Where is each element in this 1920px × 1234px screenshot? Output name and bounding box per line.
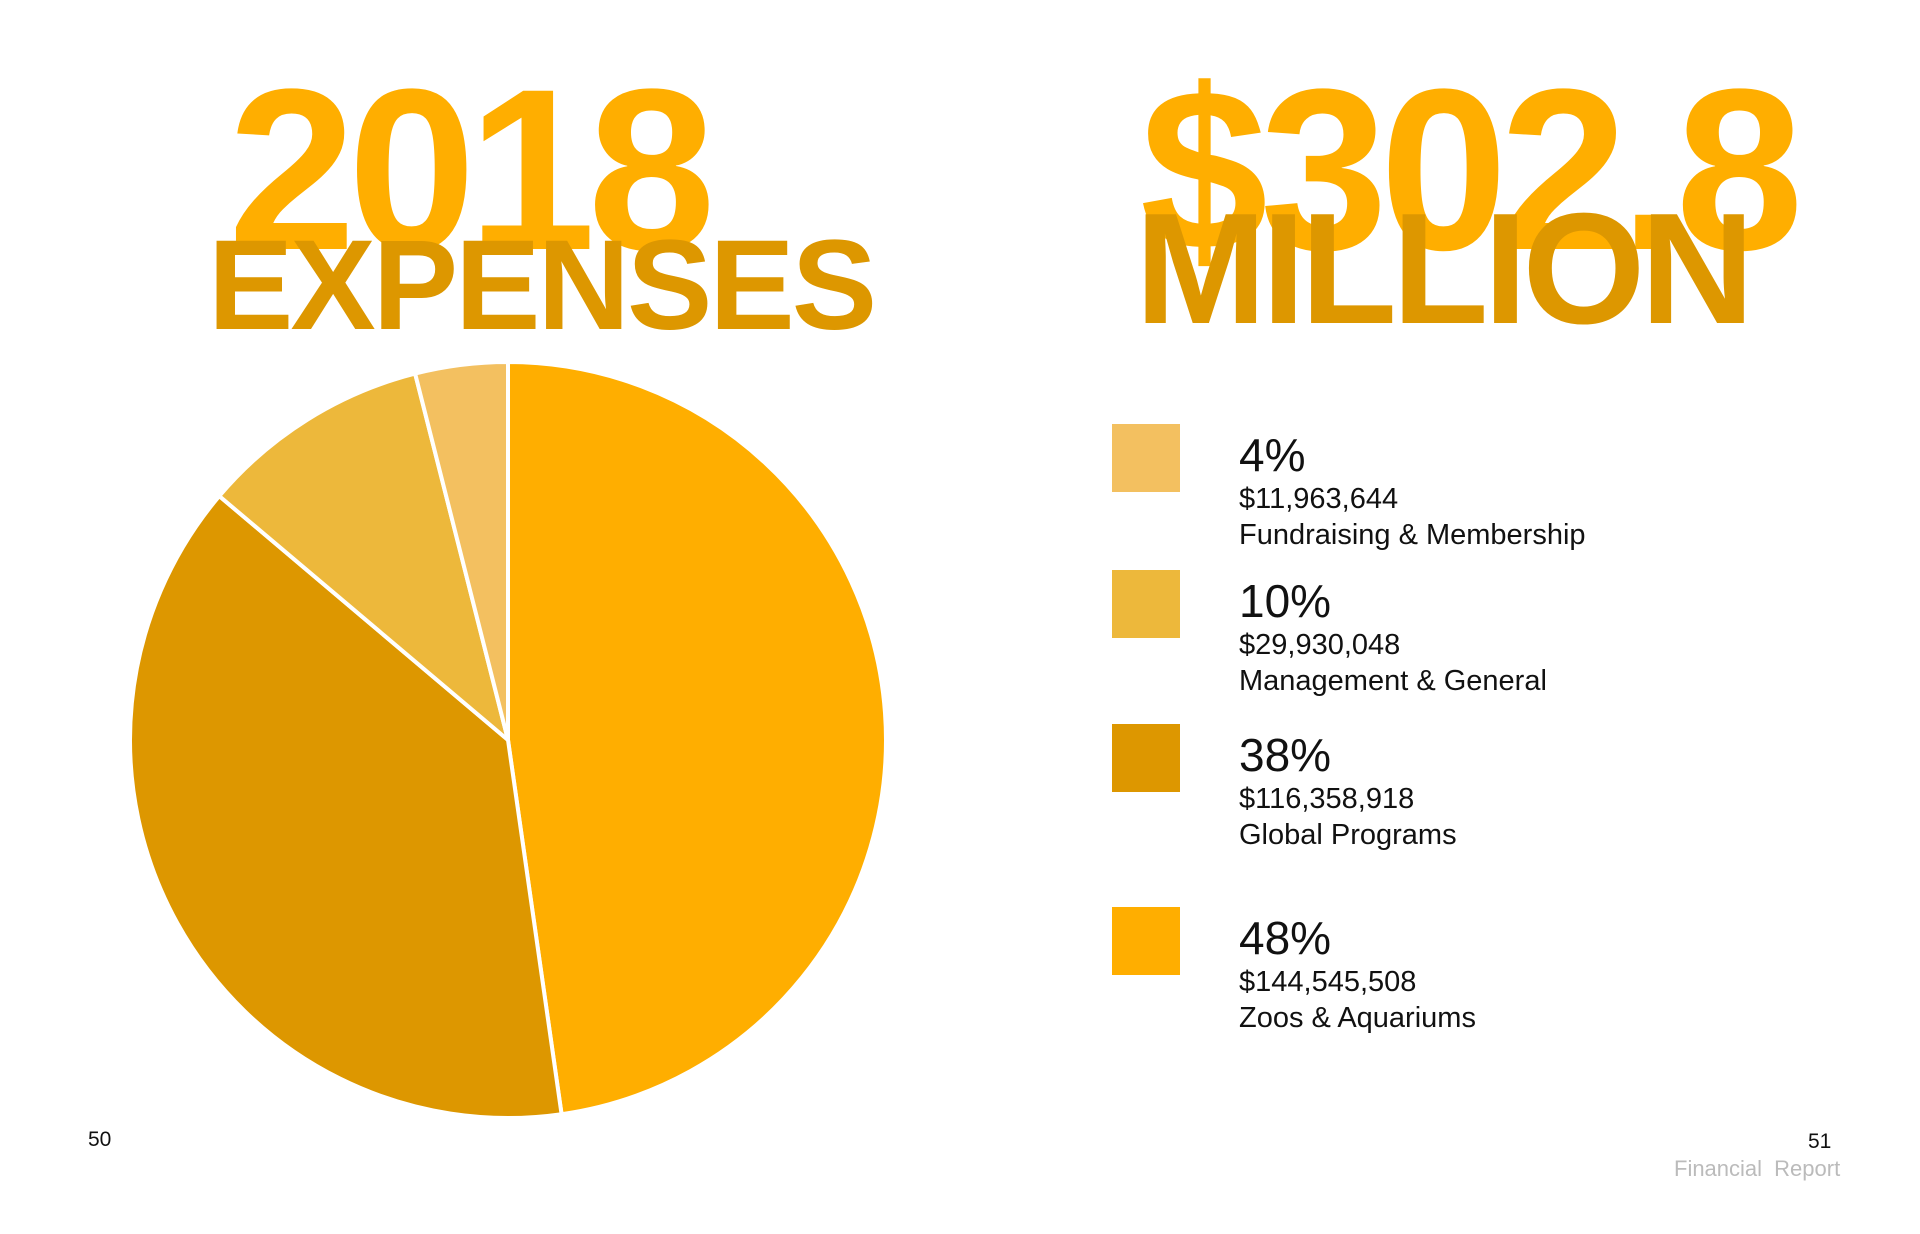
- page-number-left: 50: [88, 1128, 112, 1151]
- legend-label: Zoos & Aquariums: [1239, 1002, 1476, 1034]
- legend-amount: $11,963,644: [1239, 483, 1399, 515]
- legend-label: Fundraising & Membership: [1239, 519, 1586, 551]
- legend-label: Management & General: [1239, 665, 1547, 697]
- pie-slice-management-general: [217, 371, 510, 742]
- legend-item-zoos: 48% $144,545,508 Zoos & Aquariums: [1112, 907, 1672, 1037]
- legend-percent: 4%: [1239, 429, 1306, 481]
- legend-percent: 38%: [1239, 729, 1332, 781]
- year-heading: 2018: [228, 41, 716, 298]
- pie-slice-fundraising-membership: [413, 360, 510, 742]
- legend-swatch-fundraising: [1112, 424, 1180, 492]
- legend-swatch-global-programs: [1112, 724, 1180, 792]
- report-label: Financial Report: [1674, 1156, 1841, 1181]
- pie-slice-global-programs: [128, 494, 564, 1120]
- legend-amount: $29,930,048: [1239, 629, 1401, 661]
- pie-slice-zoos-aquariums: [506, 360, 888, 1117]
- legend-item-management: 10% $29,930,048 Management & General: [1112, 570, 1672, 700]
- legend-amount: $144,545,508: [1239, 966, 1417, 998]
- total-amount-heading: $302.8: [1140, 41, 1803, 298]
- page-number-right: 51: [1808, 1130, 1832, 1153]
- legend-percent: 10%: [1239, 575, 1332, 627]
- legend-label: Global Programs: [1239, 819, 1457, 851]
- million-heading: MILLION: [1135, 181, 1754, 357]
- legend-swatch-management: [1112, 570, 1180, 638]
- legend-item-fundraising: 4% $11,963,644 Fundraising & Membership: [1112, 424, 1672, 554]
- expenses-heading: EXPENSES: [208, 214, 877, 357]
- legend-amount: $116,358,918: [1239, 783, 1415, 815]
- legend-swatch-zoos: [1112, 907, 1180, 975]
- legend-item-global-programs: 38% $116,358,918 Global Programs: [1112, 724, 1672, 854]
- legend-percent: 48%: [1239, 912, 1332, 964]
